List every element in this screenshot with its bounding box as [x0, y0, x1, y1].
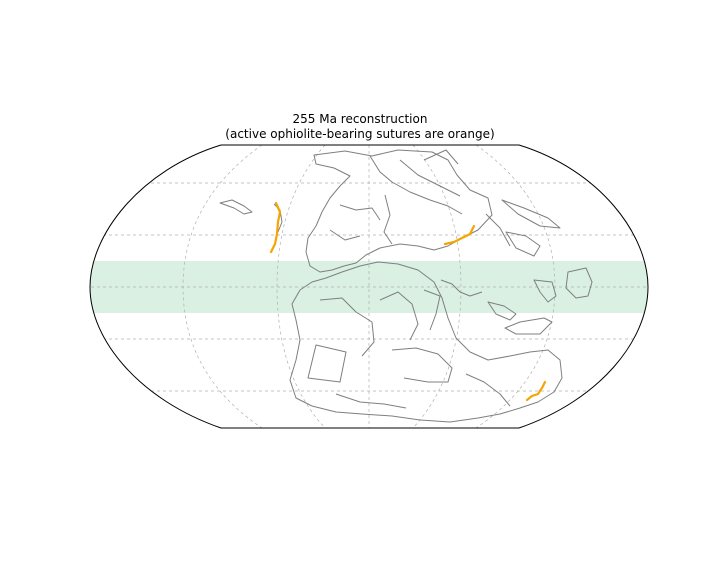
suture-west — [269, 201, 282, 254]
suture-north-east — [443, 224, 476, 246]
graticule — [90, 145, 648, 428]
ophiolite-sutures — [269, 201, 547, 402]
map-border — [89, 144, 649, 429]
map-title: 255 Ma reconstruction — [292, 112, 428, 126]
south-landmass-outline — [289, 261, 563, 423]
suture-south-east — [525, 380, 547, 402]
continent-outlines — [219, 149, 593, 423]
north-landmass-outline — [305, 149, 493, 273]
map-subtitle: (active ophiolite-bearing sutures are or… — [225, 127, 495, 141]
